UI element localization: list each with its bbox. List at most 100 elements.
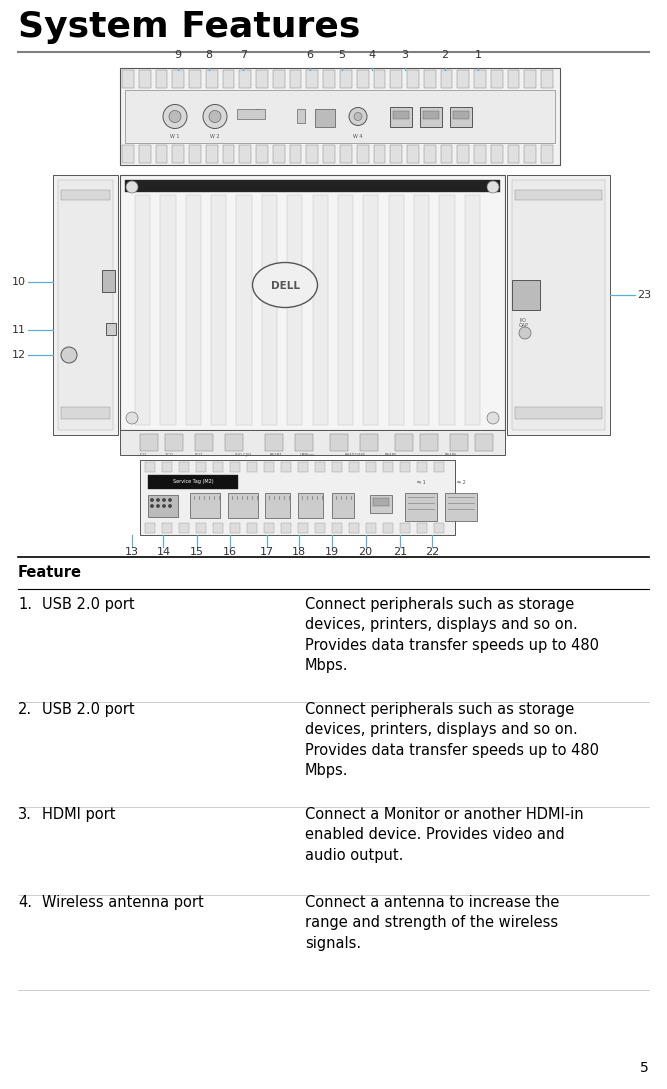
Bar xyxy=(374,70,386,88)
Bar xyxy=(373,498,389,506)
Bar xyxy=(458,145,469,163)
Bar xyxy=(407,70,419,88)
Bar xyxy=(190,493,220,518)
Bar xyxy=(281,462,291,472)
Text: ICO: ICO xyxy=(140,453,147,457)
Circle shape xyxy=(253,110,261,118)
Bar xyxy=(239,70,251,88)
Text: 19: 19 xyxy=(325,547,340,556)
Bar xyxy=(120,175,505,430)
Bar xyxy=(332,462,342,472)
Text: I/O
OAP: I/O OAP xyxy=(519,317,529,328)
Bar xyxy=(195,435,213,451)
Bar xyxy=(420,435,438,451)
Text: ⇋ 2: ⇋ 2 xyxy=(457,480,466,485)
Bar xyxy=(102,270,115,292)
Text: 4.: 4. xyxy=(18,895,32,910)
Bar xyxy=(441,145,452,163)
Bar xyxy=(417,462,427,472)
Bar xyxy=(349,523,359,533)
Bar xyxy=(330,435,348,451)
Bar xyxy=(145,523,155,533)
Bar xyxy=(289,70,301,88)
Text: 7: 7 xyxy=(240,50,247,60)
Bar xyxy=(323,145,335,163)
Bar xyxy=(125,180,500,192)
Bar xyxy=(256,145,268,163)
Bar xyxy=(420,107,442,126)
Text: 6: 6 xyxy=(307,50,313,60)
Text: HDMI port: HDMI port xyxy=(42,807,115,822)
Circle shape xyxy=(487,181,499,193)
Bar xyxy=(512,180,605,430)
Bar xyxy=(524,145,536,163)
Bar xyxy=(165,435,183,451)
Bar xyxy=(313,195,327,425)
Bar xyxy=(135,195,150,425)
Text: 5: 5 xyxy=(640,1061,649,1075)
Bar xyxy=(512,280,540,310)
Text: 10: 10 xyxy=(12,277,26,287)
Bar xyxy=(370,495,392,513)
Bar xyxy=(264,462,274,472)
Bar xyxy=(230,462,240,472)
Bar xyxy=(206,145,217,163)
Bar xyxy=(125,90,555,143)
Bar xyxy=(172,145,184,163)
Bar xyxy=(162,462,172,472)
Bar xyxy=(196,523,206,533)
Text: W 4: W 4 xyxy=(354,135,363,139)
Bar xyxy=(340,145,352,163)
Bar xyxy=(323,70,335,88)
Bar xyxy=(148,475,238,489)
Bar xyxy=(383,462,393,472)
Bar xyxy=(298,493,323,518)
Circle shape xyxy=(157,505,159,507)
Bar xyxy=(297,109,305,122)
Bar xyxy=(273,70,285,88)
Bar xyxy=(145,462,155,472)
Text: 1.: 1. xyxy=(18,597,32,612)
Text: 5: 5 xyxy=(338,50,345,60)
Bar xyxy=(213,462,223,472)
Bar xyxy=(281,523,291,533)
Text: RS485: RS485 xyxy=(445,453,458,457)
Bar xyxy=(61,189,110,200)
Text: USB 2.0 port: USB 2.0 port xyxy=(42,597,135,612)
Text: RS485: RS485 xyxy=(385,453,398,457)
Bar xyxy=(298,462,308,472)
Bar xyxy=(395,435,413,451)
Bar xyxy=(349,462,359,472)
Text: 22: 22 xyxy=(425,547,440,556)
Text: 13: 13 xyxy=(125,547,139,556)
Bar xyxy=(389,195,404,425)
Circle shape xyxy=(169,110,181,122)
Bar xyxy=(265,435,283,451)
Bar xyxy=(61,407,110,419)
Bar xyxy=(162,523,172,533)
Bar xyxy=(189,145,201,163)
Bar xyxy=(441,70,452,88)
Bar xyxy=(357,70,368,88)
Bar xyxy=(58,180,113,430)
Bar xyxy=(453,110,469,119)
Bar xyxy=(414,195,429,425)
Bar xyxy=(508,70,520,88)
Text: Feature: Feature xyxy=(18,565,82,580)
Bar xyxy=(179,462,189,472)
Bar xyxy=(306,145,318,163)
Text: 3.: 3. xyxy=(18,807,32,822)
Bar xyxy=(53,175,118,435)
Bar xyxy=(445,493,477,521)
Circle shape xyxy=(151,505,153,507)
Text: 20: 20 xyxy=(358,547,373,556)
Bar xyxy=(256,70,268,88)
Bar xyxy=(390,107,412,126)
Bar xyxy=(236,195,251,425)
Bar xyxy=(140,435,158,451)
Bar xyxy=(306,70,318,88)
Text: Wireless antenna port: Wireless antenna port xyxy=(42,895,203,910)
Bar xyxy=(357,145,368,163)
Bar xyxy=(139,145,151,163)
Text: 17: 17 xyxy=(259,547,274,556)
